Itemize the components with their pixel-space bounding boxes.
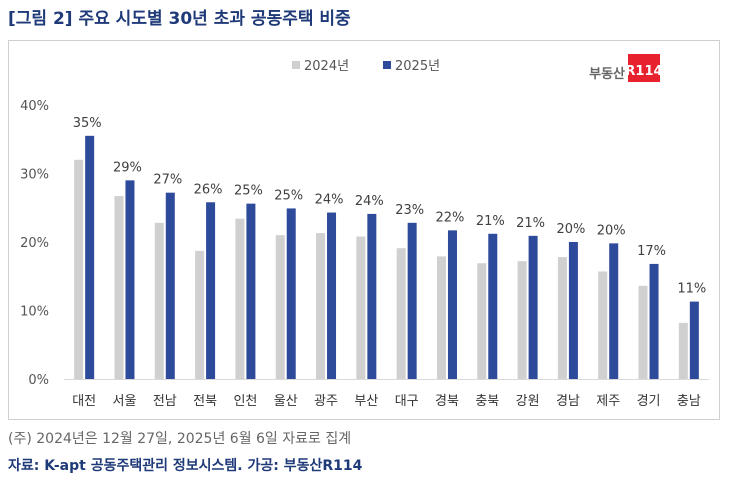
bar-2024-부산 (356, 236, 366, 379)
bar-2025-대구 (407, 222, 417, 379)
y-tick-label: 0% (28, 373, 49, 388)
bar-2025-부산 (367, 213, 377, 379)
source-line: 자료: K-apt 공동주택관리 정보시스템. 가공: 부동산R114 (8, 458, 363, 474)
data-label: 25% (274, 188, 303, 203)
x-tick-label: 부산 (354, 394, 378, 409)
logo: 부동산 R114 (589, 54, 663, 82)
bar-2025-인천 (246, 203, 256, 379)
data-label: 29% (113, 160, 142, 175)
data-label: 27% (153, 173, 182, 188)
data-label: 22% (436, 210, 465, 225)
data-label: 24% (355, 194, 384, 209)
data-label: 26% (194, 182, 223, 197)
x-tick-label: 전남 (153, 394, 177, 409)
bar-2025-전북 (206, 202, 216, 379)
data-label: 17% (637, 244, 666, 259)
bar-2024-충남 (678, 322, 688, 379)
bar-2024-경기 (638, 285, 648, 379)
bar-2024-대구 (396, 248, 406, 379)
legend-swatch-2025년 (383, 61, 391, 69)
bar-2024-전북 (195, 250, 205, 379)
bar-2025-경북 (447, 230, 457, 379)
chart-container: 0% 10% 20% 30% 40% 35% 대전 29% 서울 27% 전남 26% 전북 25% 인천… (8, 40, 720, 420)
logo-badge (628, 54, 660, 82)
data-label: 20% (597, 223, 626, 238)
bar-2025-충북 (488, 233, 498, 379)
x-tick-label: 대전 (72, 394, 96, 409)
bar-2024-울산 (275, 235, 285, 379)
bar-2024-서울 (114, 196, 124, 379)
bar-2024-대전 (74, 159, 84, 379)
data-label: 21% (476, 214, 505, 229)
x-tick-label: 전북 (193, 394, 217, 409)
bar-2024-강원 (517, 261, 527, 379)
x-tick-label: 인천 (233, 394, 257, 409)
bar-2025-대전 (85, 135, 95, 379)
bar-2024-광주 (316, 233, 326, 379)
data-label: 21% (516, 216, 545, 231)
bar-2025-제주 (609, 243, 619, 379)
data-label: 20% (556, 222, 585, 237)
y-tick-label: 10% (20, 305, 49, 320)
x-tick-label: 울산 (274, 394, 298, 409)
bar-2025-전남 (165, 192, 175, 379)
x-tick-label: 경남 (556, 394, 580, 409)
data-label: 35% (73, 116, 102, 131)
data-label: 11% (677, 282, 706, 297)
bar-2025-울산 (286, 208, 296, 379)
bar-2024-인천 (235, 218, 245, 379)
logo-badge-text: R114 (625, 64, 662, 79)
bar-2024-제주 (598, 271, 608, 379)
x-tick-label: 제주 (596, 394, 620, 409)
bar-2024-전남 (154, 222, 164, 379)
data-label: 25% (234, 184, 263, 199)
legend-swatch-2024년 (292, 61, 300, 69)
x-tick-label: 충북 (475, 394, 499, 409)
bar-2025-충남 (689, 301, 699, 379)
x-tick-label: 대구 (395, 394, 419, 409)
bar-2025-경남 (568, 242, 578, 379)
bar-chart: 0% 10% 20% 30% 40% 35% 대전 29% 서울 27% 전남 26% 전북 25% 인천… (20, 54, 709, 409)
data-label: 24% (315, 193, 344, 208)
y-tick-label: 30% (20, 168, 49, 183)
bar-2025-강원 (528, 235, 538, 379)
bar-2024-경북 (436, 256, 446, 379)
y-tick-label: 20% (20, 236, 49, 251)
legend-label: 2025년 (395, 59, 440, 74)
x-tick-label: 경기 (637, 394, 661, 409)
bar-2024-경남 (557, 257, 567, 379)
x-tick-label: 서울 (113, 394, 137, 409)
footnote: (주) 2024년은 12월 27일, 2025년 6월 6일 자료로 집계 (8, 431, 352, 447)
x-tick-label: 강원 (516, 394, 540, 409)
bar-2024-충북 (477, 263, 487, 379)
y-tick-label: 40% (20, 99, 49, 114)
legend-label: 2024년 (304, 59, 349, 74)
bar-2025-광주 (327, 212, 337, 379)
bar-2025-서울 (125, 180, 135, 379)
x-tick-label: 경북 (435, 394, 459, 409)
page-title: [그림 2] 주요 시도별 30년 초과 공동주택 비중 (8, 9, 351, 29)
bar-2025-경기 (649, 263, 659, 379)
x-tick-label: 충남 (677, 394, 701, 409)
data-label: 23% (395, 203, 424, 218)
logo-text: 부동산 (589, 66, 625, 82)
x-tick-label: 광주 (314, 394, 338, 409)
